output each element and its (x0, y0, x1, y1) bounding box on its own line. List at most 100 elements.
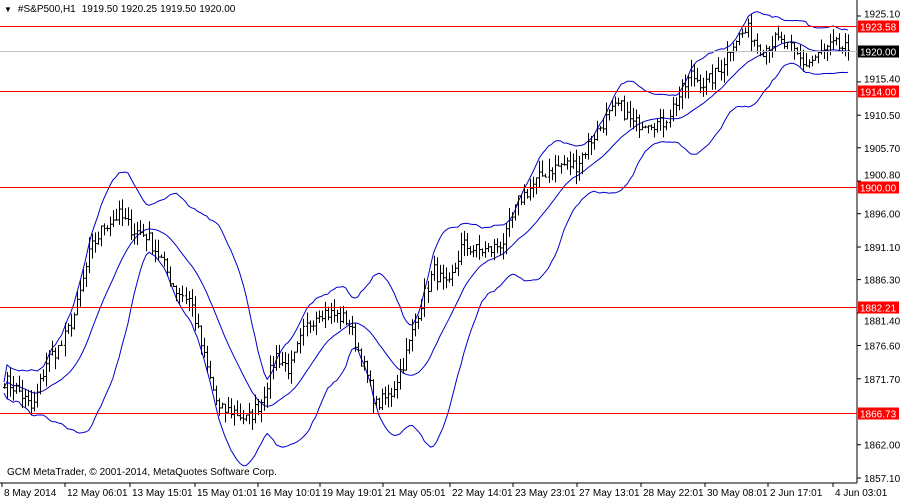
ohlc-bar (15, 382, 18, 394)
ohlc-bar (535, 177, 538, 195)
ohlc-bar (375, 395, 378, 408)
symbol-label: #S&P500,H1 (17, 4, 76, 15)
ohlc-bar (548, 158, 551, 183)
ohlc-bar (103, 223, 106, 236)
ohlc-bar (339, 306, 342, 330)
ohlc-bar (484, 241, 487, 258)
ohlc-bar (720, 59, 723, 81)
ohlc-bar (312, 320, 315, 331)
x-tick-label: 15 May 01:01 (197, 488, 258, 499)
ohlc-bar (529, 178, 532, 201)
ohlc-bar (287, 353, 290, 380)
ohlc-bar (360, 348, 363, 367)
ohlc-bar (411, 319, 414, 352)
ohlc-bar (457, 250, 460, 277)
ohlc-bar (233, 405, 236, 426)
ohlc-bar (838, 33, 841, 52)
ohlc-bar (181, 285, 184, 303)
ohlc-bar (451, 264, 454, 287)
ohlc-bar (57, 345, 60, 360)
ohlc-bar (659, 108, 662, 131)
ohlc-bar (653, 122, 656, 138)
ohlc-bar (572, 153, 575, 169)
level-label: 1914.00 (860, 88, 897, 99)
ohlc-bar (24, 388, 27, 408)
ohlc-bar (505, 223, 508, 255)
ohlc-bar (299, 328, 302, 354)
ohlc-bar (487, 243, 490, 253)
ohlc-bar (284, 352, 287, 372)
ohlc-bar (511, 212, 514, 228)
ohlc-bar (684, 74, 687, 99)
ohlc-bar (145, 233, 148, 252)
ohlc-bar (414, 313, 417, 337)
ohlc-bar (744, 27, 747, 34)
ohlc-bar (808, 59, 811, 68)
y-tick-label: 1905.70 (864, 144, 900, 155)
ohlc-bar (384, 386, 387, 405)
y-tick-label: 1871.70 (864, 375, 900, 386)
ohlc-bar (239, 403, 242, 421)
ohlc-bar (726, 41, 729, 76)
ohlc-bar (151, 232, 154, 255)
ohlc-bar (402, 357, 405, 374)
ohlc-bar (366, 360, 369, 384)
ohlc-bar (139, 220, 142, 236)
ohlc-bar (741, 28, 744, 38)
ohlc-bar (100, 225, 103, 247)
ohlc-bar (847, 34, 850, 61)
ohlc-bar (215, 385, 218, 405)
high-value: 1920.25 (120, 4, 158, 15)
ohlc-bar (656, 118, 659, 133)
level-label-bg (858, 181, 899, 194)
ohlc-bar (750, 13, 753, 52)
ohlc-bar (647, 125, 650, 134)
ohlc-bar (324, 301, 327, 329)
ohlc-bar (387, 384, 390, 408)
ohlc-bar (560, 162, 563, 174)
ohlc-bar (578, 155, 581, 181)
ohlc-bar (175, 285, 178, 302)
ohlc-bar (290, 350, 293, 384)
ohlc-bar (714, 67, 717, 90)
ohlc-bar (3, 383, 6, 389)
ohlc-bar (245, 414, 248, 422)
y-tick-label: 1910.50 (864, 111, 900, 122)
ohlc-bar (699, 74, 702, 94)
y-tick-label: 1891.10 (864, 243, 900, 254)
ohlc-bar (60, 340, 63, 347)
ohlc-bar (693, 64, 696, 87)
ohlc-bar (188, 290, 191, 312)
ohlc-bar (423, 278, 426, 318)
ohlc-bar (94, 232, 97, 253)
ohlc-bar (463, 230, 466, 257)
ohlc-bar (309, 320, 312, 334)
ohlc-bar (445, 267, 448, 289)
ohlc-bar (142, 223, 145, 238)
ohlc-bar (538, 160, 541, 188)
x-tick-label: 27 May 13:01 (579, 488, 640, 499)
ohlc-bar (163, 251, 166, 267)
ohlc-bar (708, 73, 711, 83)
ohlc-bar (802, 49, 805, 72)
ohlc-bar (587, 133, 590, 160)
ohlc-bar (160, 254, 163, 258)
ohlc-bar (835, 36, 838, 46)
ohlc-bar (121, 199, 124, 226)
ohlc-bar (439, 264, 442, 283)
ohlc-bar (266, 382, 269, 408)
ohlc-bar (502, 233, 505, 260)
ohlc-bar (756, 33, 759, 54)
ohlc-bar (702, 77, 705, 97)
ohlc-bar (109, 216, 112, 237)
triangle-down-icon[interactable]: ▼ (4, 5, 12, 14)
ohlc-bar (318, 310, 321, 323)
ohlc-bar (780, 31, 783, 44)
ohlc-bar (662, 109, 665, 138)
x-tick-label: 12 May 06:01 (67, 488, 128, 499)
ohlc-bar (617, 97, 620, 106)
level-label-bg (858, 407, 899, 420)
x-tick-label: 23 May 23:01 (515, 488, 576, 499)
ohlc-bar (221, 402, 224, 409)
